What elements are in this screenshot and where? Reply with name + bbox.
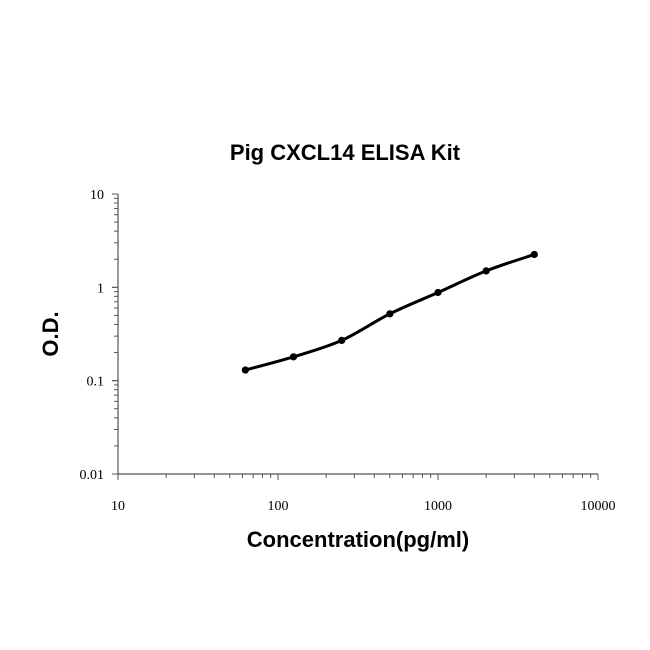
data-point: [338, 336, 346, 345]
x-axis-label: Concentration(pg/ml): [247, 527, 469, 552]
y-tick-label: 1: [97, 281, 104, 296]
axes: [117, 194, 598, 475]
data-point: [241, 366, 249, 374]
data-point: [482, 267, 490, 275]
data-point: [530, 250, 538, 259]
x-tick-label: 100: [268, 499, 289, 514]
y-tick-label: 0.01: [80, 468, 105, 483]
x-tick-label: 1000: [424, 499, 452, 514]
data-point: [434, 288, 442, 297]
data-points: [241, 250, 538, 374]
axis-tick-labels: 10 100 1000 10000 0.01 0.1 1 10: [80, 188, 616, 514]
x-tick-label: 10000: [581, 499, 616, 514]
x-tick-label: 10: [111, 499, 125, 514]
y-tick-label: 0.1: [87, 375, 105, 390]
axis-ticks: [112, 193, 599, 480]
data-point: [386, 310, 394, 318]
data-point: [289, 353, 298, 361]
y-tick-label: 10: [90, 188, 104, 203]
y-axis-label: O.D.: [38, 311, 63, 356]
chart-title: Pig CXCL14 ELISA Kit: [230, 140, 461, 165]
